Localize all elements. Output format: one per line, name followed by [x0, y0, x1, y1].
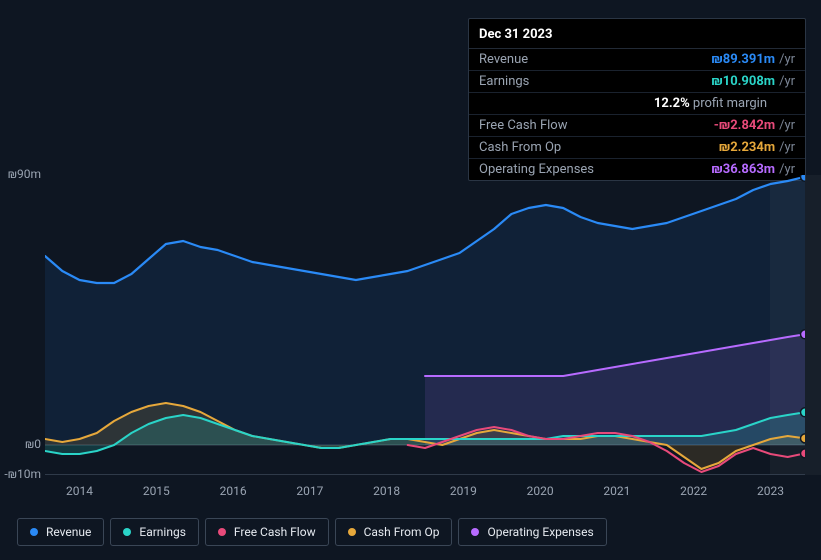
x-tick-label: 2015: [143, 484, 170, 498]
legend-label: Cash From Op: [364, 525, 440, 539]
legend-label: Earnings: [139, 525, 186, 539]
tooltip-value: ₪89.391m: [711, 52, 775, 67]
legend-item[interactable]: Earnings: [110, 518, 199, 546]
plot-area[interactable]: [45, 175, 805, 475]
x-tick-label: 2019: [450, 484, 477, 498]
x-tick-label: 2014: [66, 484, 93, 498]
y-tick-label: ₪0: [3, 437, 41, 451]
tooltip-value: ₪2.234m: [719, 140, 775, 155]
chart-svg: [45, 175, 805, 475]
legend-dot: [123, 528, 131, 536]
tooltip-rows: Revenue₪89.391m/yrEarnings₪10.908m/yr12.…: [469, 49, 805, 180]
x-tick-label: 2023: [757, 484, 784, 498]
chart-container: Dec 31 2023 Revenue₪89.391m/yrEarnings₪1…: [0, 0, 821, 560]
legend-item[interactable]: Revenue: [17, 518, 104, 546]
legend-label: Operating Expenses: [487, 525, 593, 539]
legend-dot: [218, 528, 226, 536]
tooltip-suffix: /yr: [779, 52, 795, 67]
legend: Revenue Earnings Free Cash Flow Cash From O…: [17, 518, 607, 546]
legend-item[interactable]: Cash From Op: [335, 518, 453, 546]
tooltip: Dec 31 2023 Revenue₪89.391m/yrEarnings₪1…: [468, 18, 806, 181]
tooltip-row: Earnings₪10.908m/yr: [469, 71, 805, 93]
tooltip-label: Free Cash Flow: [479, 118, 714, 133]
x-tick-label: 2016: [220, 484, 247, 498]
x-axis-labels: 2014 2015 2016 2017 2018 2019 2020 2021 2022 2023: [45, 484, 805, 500]
tooltip-suffix: /yr: [779, 140, 795, 155]
tooltip-value: -₪2.842m: [714, 118, 775, 133]
legend-label: Revenue: [46, 525, 91, 539]
tooltip-subrow: 12.2% profit margin: [469, 93, 805, 115]
tooltip-label: Earnings: [479, 74, 711, 89]
x-tick-label: 2017: [296, 484, 323, 498]
legend-label: Free Cash Flow: [234, 525, 316, 539]
tooltip-row: Revenue₪89.391m/yr: [469, 49, 805, 71]
x-tick-label: 2020: [527, 484, 554, 498]
y-tick-label: -₪10m: [3, 467, 41, 481]
y-tick-label: ₪90m: [3, 167, 41, 181]
tooltip-label: Revenue: [479, 52, 711, 67]
tooltip-suffix: /yr: [779, 74, 795, 89]
x-tick-label: 2022: [680, 484, 707, 498]
legend-dot: [471, 528, 479, 536]
legend-item[interactable]: Operating Expenses: [458, 518, 606, 546]
tooltip-value: ₪10.908m: [711, 74, 775, 89]
legend-dot: [348, 528, 356, 536]
tooltip-label: Cash From Op: [479, 140, 719, 155]
tooltip-date: Dec 31 2023: [469, 19, 805, 49]
x-tick-label: 2021: [603, 484, 630, 498]
x-tick-label: 2018: [373, 484, 400, 498]
tooltip-row: Free Cash Flow-₪2.842m/yr: [469, 115, 805, 137]
tooltip-row: Cash From Op₪2.234m/yr: [469, 137, 805, 159]
legend-item[interactable]: Free Cash Flow: [205, 518, 329, 546]
legend-dot: [30, 528, 38, 536]
tooltip-suffix: /yr: [779, 118, 795, 133]
